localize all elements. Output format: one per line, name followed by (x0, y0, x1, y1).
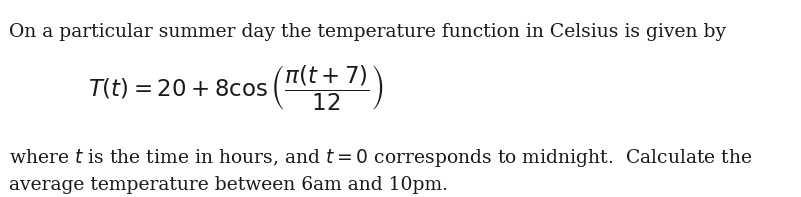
Text: $T(t) = 20 + 8\cos\left(\dfrac{\pi(t+7)}{12}\right)$: $T(t) = 20 + 8\cos\left(\dfrac{\pi(t+7)}… (88, 64, 384, 113)
Text: average temperature between 6am and 10pm.: average temperature between 6am and 10pm… (10, 176, 449, 194)
Text: where $t$ is the time in hours, and $t = 0$ corresponds to midnight.  Calculate : where $t$ is the time in hours, and $t =… (10, 147, 753, 169)
Text: On a particular summer day the temperature function in Celsius is given by: On a particular summer day the temperatu… (10, 23, 727, 41)
